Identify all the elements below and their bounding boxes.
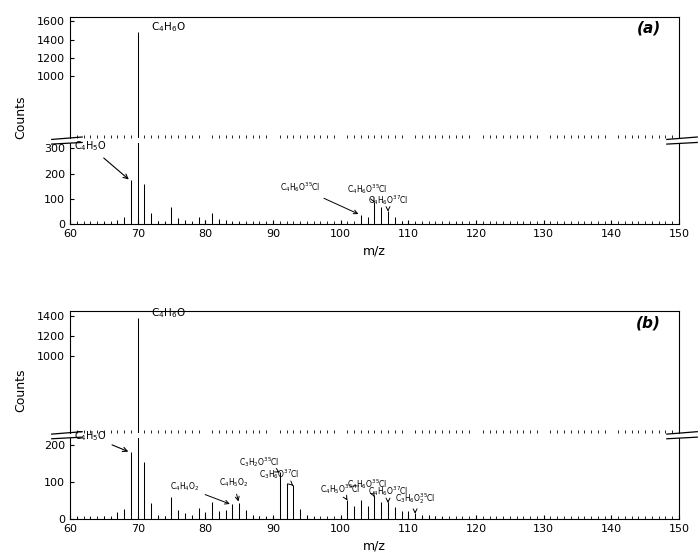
Text: Counts: Counts (15, 95, 27, 139)
Text: $\mathregular{C_3H_6O^{37}Cl}$: $\mathregular{C_3H_6O^{37}Cl}$ (260, 466, 300, 485)
Text: $\mathregular{C_4H_5O^{35}Cl}$: $\mathregular{C_4H_5O^{35}Cl}$ (321, 482, 360, 499)
Text: (a): (a) (636, 21, 661, 35)
Text: $\mathregular{C_4H_6O^{35}Cl}$: $\mathregular{C_4H_6O^{35}Cl}$ (347, 477, 388, 496)
Text: $\mathregular{C_4H_6O}$: $\mathregular{C_4H_6O}$ (151, 20, 186, 34)
X-axis label: m/z: m/z (363, 540, 386, 552)
Text: $\mathregular{C_4H_5O}$: $\mathregular{C_4H_5O}$ (74, 140, 128, 179)
Text: $\mathregular{C_3H_2O^{35}Cl}$: $\mathregular{C_3H_2O^{35}Cl}$ (239, 455, 279, 472)
Text: (b): (b) (636, 315, 661, 330)
Text: Counts: Counts (15, 369, 27, 412)
Text: $\mathregular{C_4H_6O^{35}Cl}$: $\mathregular{C_4H_6O^{35}Cl}$ (347, 182, 388, 201)
Text: $\mathregular{C_4H_5O_2}$: $\mathregular{C_4H_5O_2}$ (219, 477, 248, 501)
Text: $\mathregular{C_4H_6O^{37}Cl}$: $\mathregular{C_4H_6O^{37}Cl}$ (368, 193, 408, 210)
Text: $\mathregular{C_4H_6O^{35}Cl}$: $\mathregular{C_4H_6O^{35}Cl}$ (280, 180, 358, 214)
Text: $\mathregular{C_4H_6O^{37}Cl}$: $\mathregular{C_4H_6O^{37}Cl}$ (368, 484, 408, 502)
Text: $\mathregular{C_3H_6O_2^{35}Cl}$: $\mathregular{C_3H_6O_2^{35}Cl}$ (395, 491, 435, 513)
X-axis label: m/z: m/z (363, 244, 386, 258)
Text: $\mathregular{C_4H_6O}$: $\mathregular{C_4H_6O}$ (151, 306, 186, 320)
Text: $\mathregular{C_4H_4O_2}$: $\mathregular{C_4H_4O_2}$ (170, 480, 229, 504)
Text: $\mathregular{C_4H_5O}$: $\mathregular{C_4H_5O}$ (74, 429, 127, 451)
